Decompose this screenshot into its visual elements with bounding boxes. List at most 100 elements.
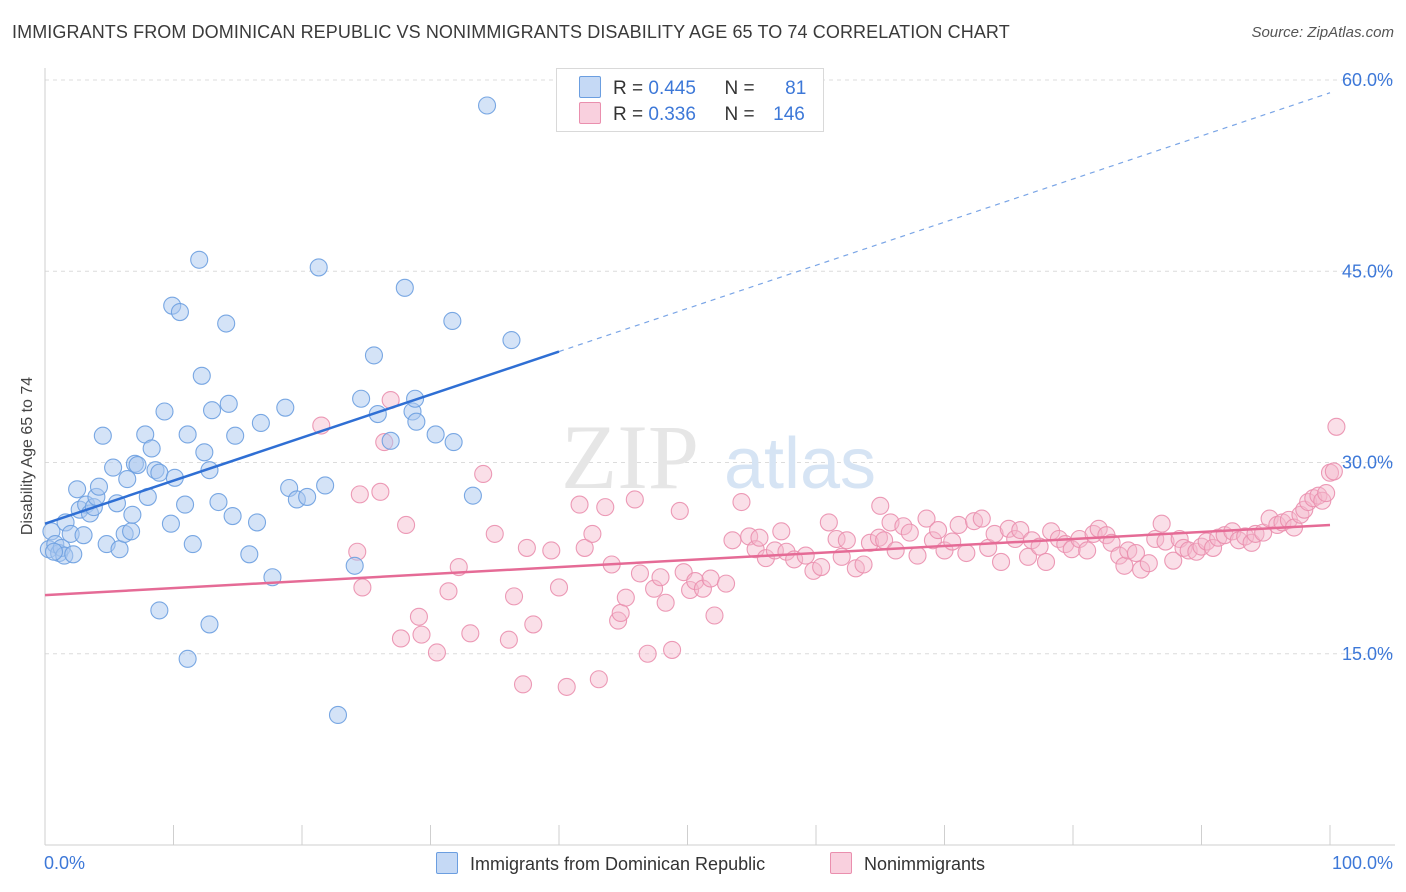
immigrants-point [381, 431, 400, 450]
nonimmigrants-point [524, 615, 543, 634]
nonimmigrants-point [663, 640, 682, 659]
nonimmigrants-point [917, 509, 936, 528]
immigrants-point [150, 463, 169, 482]
nonimmigrants-point [732, 492, 751, 512]
immigrants-trend-line [44, 350, 560, 525]
nonimmigrants-point [837, 531, 856, 550]
immigrants-point [352, 389, 371, 408]
nonimmigrants-point [542, 541, 561, 560]
nonimmigrants-point [1197, 532, 1216, 551]
immigrants-point [170, 302, 189, 322]
nonimmigrants-point [575, 538, 594, 557]
nonimmigrants-point [1011, 521, 1030, 540]
nonimmigrants-point [412, 625, 431, 644]
immigrants-point [217, 314, 236, 333]
immigrants-point [122, 522, 141, 541]
nonimmigrants-point [397, 515, 416, 535]
nonimmigrants-point [1126, 543, 1146, 563]
r-label: R = [613, 104, 644, 125]
immigrants-point [200, 615, 219, 634]
nonimmigrants-point [656, 593, 675, 612]
immigrants-point [345, 556, 364, 575]
nonimmigrants-point [427, 643, 446, 662]
nonimmigrants-point [670, 501, 689, 521]
nonimmigrants-swatch [579, 102, 601, 124]
nonimmigrants-point [638, 644, 657, 663]
immigrants-point [118, 470, 137, 489]
stats-row-immigrants: R = 0.445 N = 81 [579, 76, 806, 100]
nonimmigrants-trend-line [44, 523, 1331, 597]
nonimmigrants-point [1115, 556, 1134, 575]
immigrants-point [203, 401, 222, 420]
nonimmigrants-point [353, 578, 372, 597]
nonimmigrants-point [750, 528, 769, 547]
n-value: 81 [785, 78, 807, 99]
nonimmigrants-point [549, 578, 569, 597]
immigrants-point [93, 426, 112, 445]
nonimmigrants-point [693, 579, 712, 598]
nonimmigrants-point [972, 509, 991, 528]
immigrants-point [44, 542, 64, 561]
n-label: N = [724, 104, 755, 125]
nonimmigrants-point [589, 670, 608, 689]
nonimmigrants-point [391, 629, 410, 648]
nonimmigrants-point [557, 677, 576, 696]
immigrants-point [178, 425, 197, 444]
nonimmigrants-point [1236, 527, 1255, 546]
stats-row-nonimmigrants: R = 0.336 N = 146 [579, 102, 805, 126]
chart-title: IMMIGRANTS FROM DOMINICAN REPUBLIC VS NO… [12, 22, 1010, 42]
nonimmigrants-point [812, 557, 831, 577]
nonimmigrants-point [908, 546, 927, 565]
nonimmigrants-point [645, 579, 664, 598]
source-label: Source: ZipAtlas.com [1251, 24, 1394, 41]
y-tick-label: 30.0% [1342, 453, 1393, 473]
nonimmigrants-point [1139, 554, 1158, 573]
nonimmigrants-point [701, 569, 720, 588]
nonimmigrants-point [1317, 484, 1336, 503]
nonimmigrants-point [651, 568, 670, 587]
nonimmigrants-point [929, 521, 948, 540]
immigrants-point [463, 486, 482, 505]
x-tick-label-min: 0.0% [44, 853, 85, 873]
trend-lines [44, 92, 1331, 597]
nonimmigrants-point [485, 524, 504, 543]
n-label: N = [724, 78, 755, 99]
nonimmigrants-point [746, 540, 765, 559]
immigrants-point [395, 278, 414, 297]
nonimmigrants-points [312, 390, 1346, 696]
nonimmigrants-point [583, 524, 602, 543]
immigrants-point [89, 477, 109, 496]
legend-item-nonimmigrants: Nonimmigrants [830, 852, 985, 875]
immigrants-point [219, 394, 238, 413]
immigrants-legend-swatch [436, 852, 458, 874]
immigrants-point [155, 402, 174, 421]
r-value: 0.445 [648, 78, 696, 99]
nonimmigrants-point [1152, 514, 1171, 533]
immigrants-point [309, 258, 328, 277]
immigrants-points [39, 96, 521, 725]
watermark-zip: ZIP [561, 406, 699, 508]
watermark: ZIP atlas [561, 406, 876, 508]
immigrants-point [209, 492, 228, 512]
immigrants-point [64, 545, 83, 564]
immigrants-point [298, 487, 317, 506]
nonimmigrants-point [1192, 537, 1211, 556]
immigrants-point [316, 476, 335, 495]
legend-label-immigrants: Immigrants from Dominican Republic [470, 854, 766, 874]
nonimmigrants-point [943, 532, 962, 551]
nonimmigrants-point [570, 495, 589, 514]
nonimmigrants-point [1164, 551, 1183, 570]
nonimmigrants-point [894, 517, 913, 536]
n-value: 146 [773, 104, 805, 125]
nonimmigrants-point [1062, 540, 1081, 559]
immigrants-point [150, 601, 169, 620]
nonimmigrants-point [409, 607, 428, 626]
immigrants-point [226, 426, 245, 445]
nonimmigrants-point [350, 485, 369, 504]
immigrants-point [178, 649, 197, 668]
nonimmigrants-point [681, 580, 700, 600]
immigrants-point [502, 331, 521, 350]
nonimmigrants-point [949, 515, 968, 535]
nonimmigrants-point [999, 519, 1018, 538]
immigrants-point [74, 526, 93, 545]
